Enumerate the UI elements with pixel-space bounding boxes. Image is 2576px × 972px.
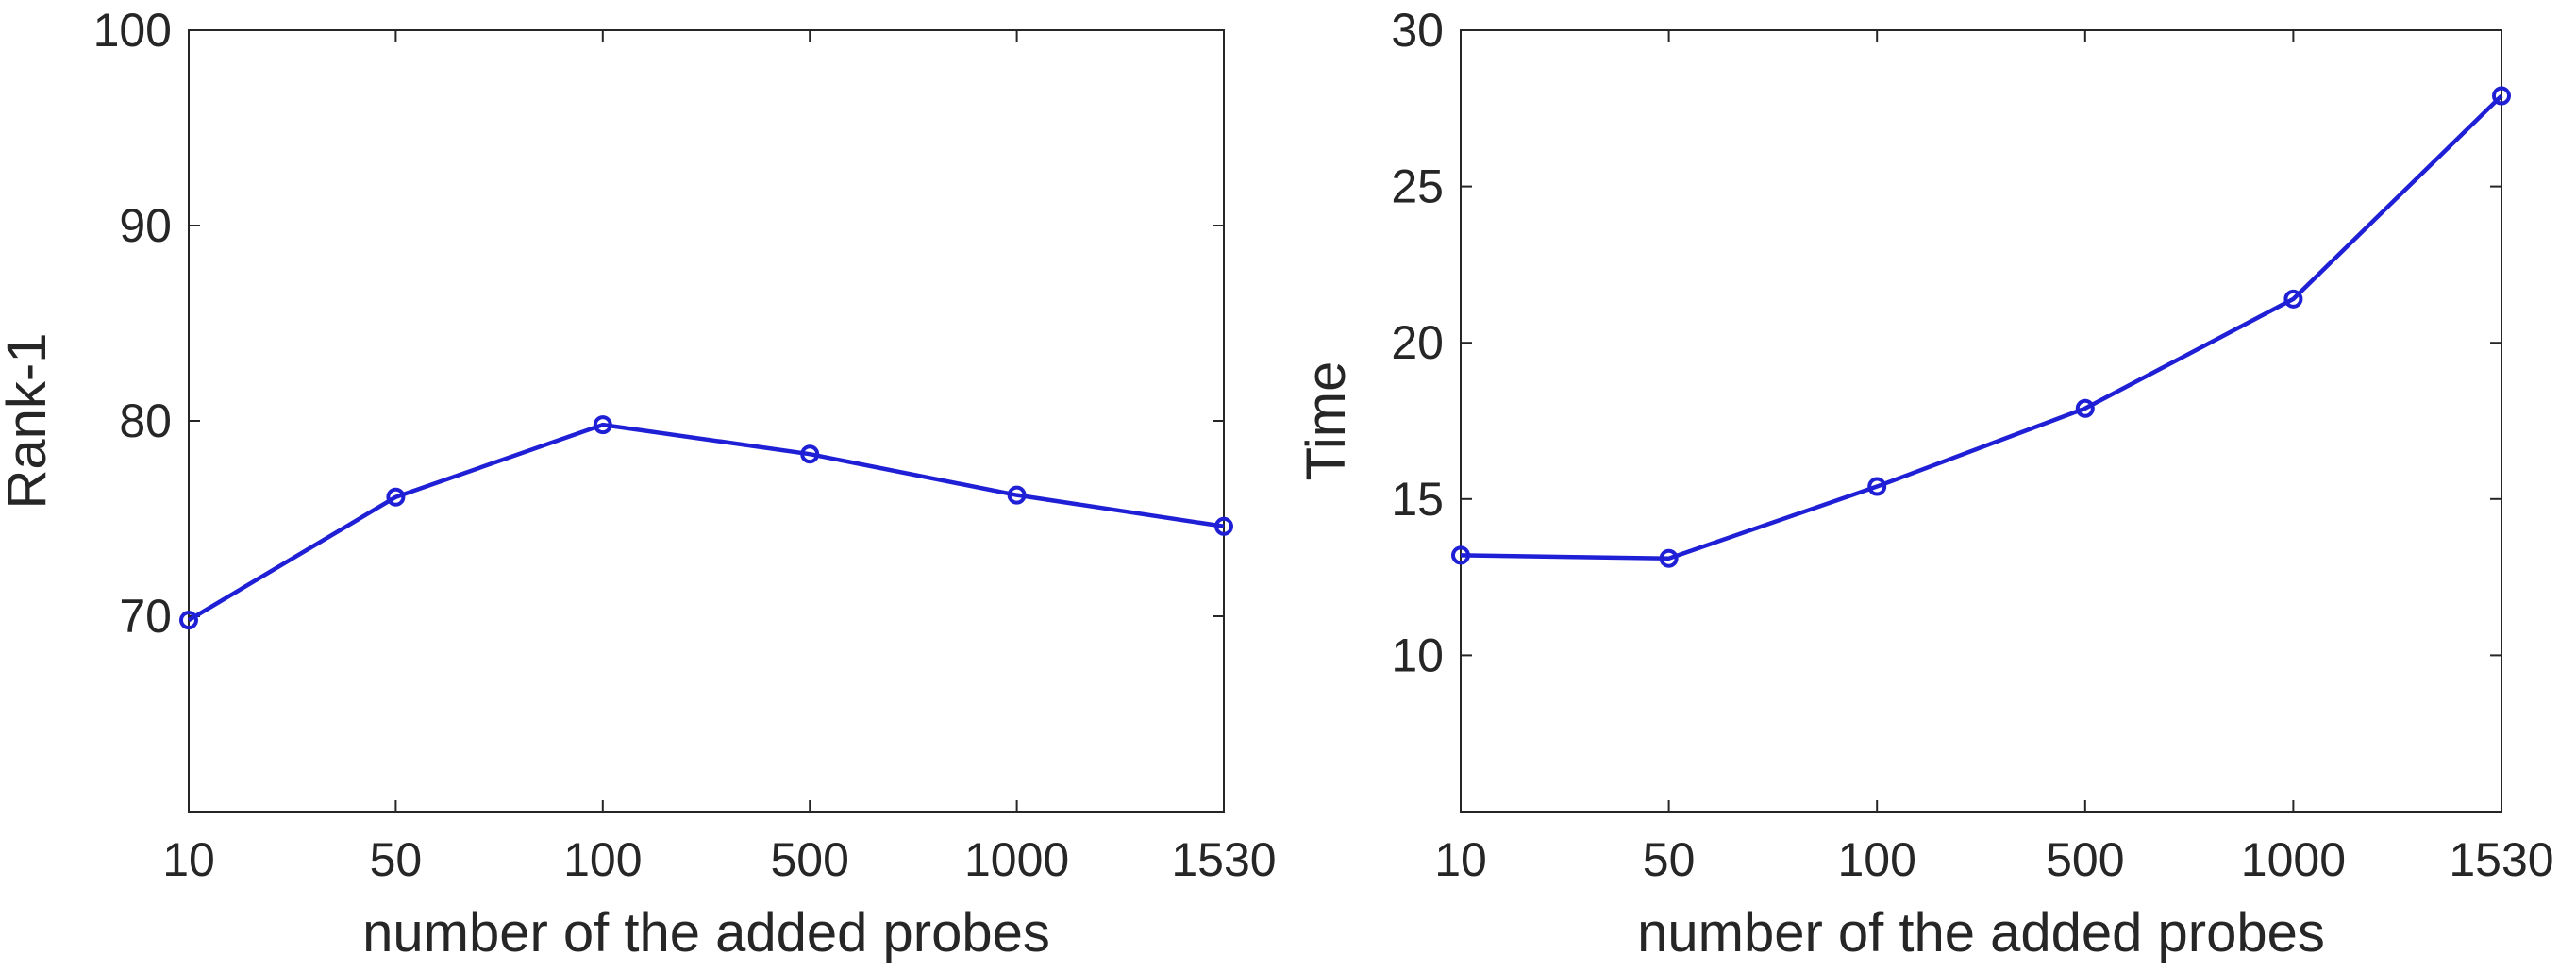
chart0-point-100 — [593, 415, 612, 435]
chart0-point-1530 — [1214, 516, 1233, 536]
chart0-ylabel: Rank-1 — [0, 333, 58, 510]
chart0-ytick-label: 70 — [119, 590, 172, 643]
chart0-xtick-label: 1530 — [1171, 833, 1276, 886]
chart0-ytick-label: 80 — [119, 394, 172, 447]
chart1-ytick-label: 20 — [1391, 316, 1444, 369]
chart1-point-10 — [1451, 545, 1470, 565]
chart0-point-1000 — [1007, 485, 1027, 505]
chart0-xtick-label: 100 — [563, 833, 642, 886]
chart1-ylabel: Time — [1296, 361, 1357, 481]
chart0-series-line — [187, 422, 1225, 623]
chart0-ytick-label: 90 — [119, 199, 172, 252]
chart1-xtick-label: 10 — [1434, 833, 1487, 886]
chart0-xtick-label: 50 — [370, 833, 423, 886]
chart1-xtick-label: 1000 — [2241, 833, 2346, 886]
chart0-point-500 — [800, 444, 820, 464]
chart1-ytick-label: 10 — [1391, 628, 1444, 681]
chart0-point-10 — [179, 611, 198, 630]
chart1-point-1530 — [2492, 86, 2511, 106]
chart1-xtick-label: 1530 — [2449, 833, 2553, 886]
chart1-point-1000 — [2283, 289, 2303, 309]
chart0-axes: 70 80 90 100 10 50 100 500 1000 1530 number of the… — [0, 4, 1277, 964]
chart1-plot-area — [1460, 29, 2502, 813]
chart1-axes: 10 15 20 25 30 10 50 100 500 1000 1530 number of th… — [1296, 4, 2554, 964]
chart0-xtick-label: 500 — [770, 833, 848, 886]
chart0-xtick-label: 1000 — [964, 833, 1069, 886]
chart0-plot-area — [188, 29, 1225, 813]
chart1-xtick-label: 50 — [1643, 833, 1696, 886]
chart1-xtick-label: 500 — [2046, 833, 2124, 886]
chart1-point-500 — [2075, 398, 2095, 418]
chart1-xtick-label: 100 — [1837, 833, 1915, 886]
chart0-xlabel: number of the added probes — [362, 902, 1050, 964]
chart0-ytick-label: 100 — [93, 4, 172, 57]
chart1-ytick-label: 15 — [1391, 473, 1444, 526]
chart1-ytick-label: 30 — [1391, 4, 1444, 57]
chart1-xlabel: number of the added probes — [1637, 902, 2325, 964]
chart1-ytick-label: 25 — [1391, 160, 1444, 213]
chart1-point-50 — [1659, 548, 1679, 568]
chart1-point-100 — [1867, 477, 1887, 496]
chart0-xtick-label: 10 — [162, 833, 215, 886]
chart0-point-50 — [386, 487, 406, 507]
chart1-series-line — [1460, 93, 2503, 561]
